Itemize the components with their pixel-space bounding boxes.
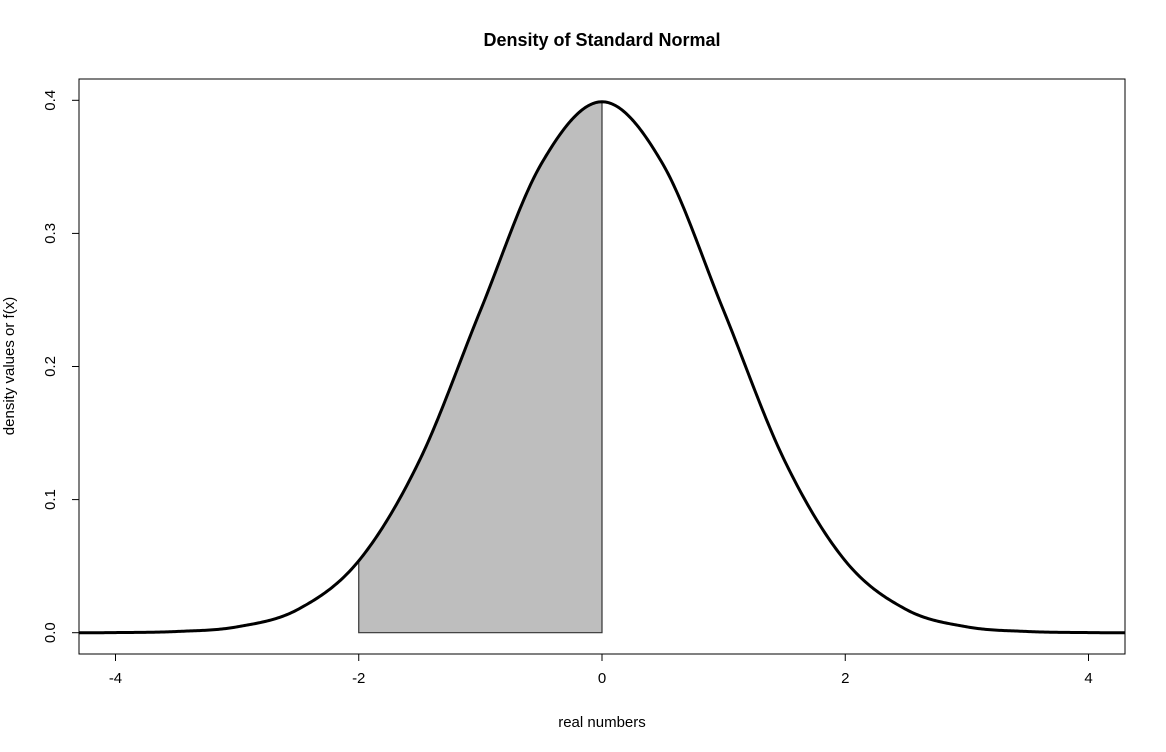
x-axis: -4 -2 0 2 4 (109, 654, 1093, 687)
y-tick-label: 0.3 (42, 223, 59, 244)
y-axis: 0.0 0.1 0.2 0.3 0.4 (42, 90, 79, 643)
y-axis-label: density values or f(x) (1, 297, 18, 435)
x-tick-label: 0 (598, 670, 606, 687)
x-tick-label: 2 (841, 670, 849, 687)
x-tick-label: -2 (352, 670, 365, 687)
density-curve (79, 100, 1125, 635)
y-tick-label: 0.1 (42, 489, 59, 510)
x-tick-label: -4 (109, 670, 122, 687)
x-axis-label: real numbers (558, 714, 646, 731)
y-tick-label: 0.4 (42, 90, 59, 111)
plot-area (79, 100, 1125, 635)
x-tick-label: 4 (1084, 670, 1092, 687)
chart-title: Density of Standard Normal (483, 30, 720, 50)
y-tick-label: 0.2 (42, 356, 59, 377)
y-tick-label: 0.0 (42, 622, 59, 643)
shaded-area (358, 101, 603, 634)
